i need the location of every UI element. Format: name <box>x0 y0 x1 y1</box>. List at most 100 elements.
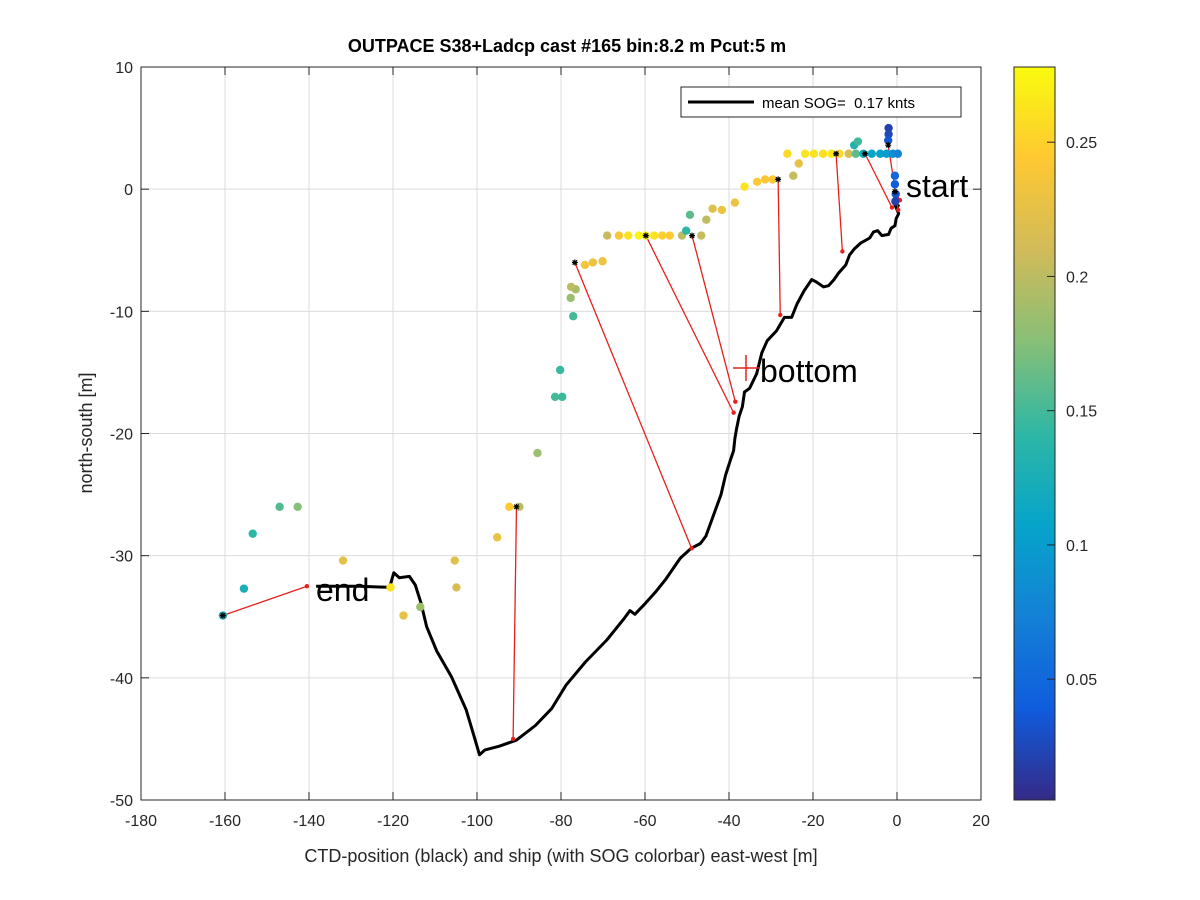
ship-point <box>386 583 395 592</box>
ship-point <box>783 149 792 158</box>
ship-point <box>399 611 408 620</box>
ctd-position-dot <box>896 207 901 213</box>
ship-marker <box>862 150 869 157</box>
y-axis-ticks: -50 -40 -30 -20 -10 0 10 <box>110 60 981 810</box>
ship-point <box>876 149 885 158</box>
ship-point <box>730 198 740 207</box>
ship-point <box>794 159 803 168</box>
connector-line <box>835 153 844 252</box>
ship-point <box>760 175 770 184</box>
ship-marker <box>642 232 649 239</box>
ship-marker <box>833 150 840 157</box>
ship-marker <box>571 259 578 266</box>
y-tick-label: -10 <box>110 304 133 321</box>
colorbar-tick-label: 0.05 <box>1066 672 1097 689</box>
connector-line <box>512 506 518 739</box>
ship-point <box>658 231 667 240</box>
ctd-position-dot <box>840 249 845 254</box>
annotations: start bottom end <box>316 168 968 608</box>
ship-point <box>588 258 598 267</box>
ship-point <box>568 312 578 321</box>
annotation-bottom: bottom <box>760 353 858 389</box>
connector-line <box>777 179 781 316</box>
y-axis-label: north-south [m] <box>76 372 96 493</box>
ship-point <box>697 231 706 240</box>
ship-point <box>239 584 249 593</box>
ship-point <box>827 149 836 158</box>
x-tick-label: -60 <box>633 813 656 830</box>
y-tick-label: -50 <box>110 793 133 810</box>
ship-point <box>566 282 576 292</box>
ship-point <box>452 583 461 592</box>
ship-point <box>893 149 903 158</box>
ship-point <box>890 171 900 180</box>
ship-point <box>598 257 607 266</box>
x-tick-label: -160 <box>209 813 241 830</box>
ship-point <box>603 231 612 240</box>
ship-point <box>338 556 348 565</box>
ship-point <box>566 293 575 303</box>
ship-point <box>884 123 893 133</box>
ship-point <box>550 392 560 402</box>
ctd-position-dot <box>731 410 736 415</box>
ctd-position-dot <box>510 736 516 742</box>
ctd-track-layer <box>316 202 901 757</box>
colorbar-tick-label: 0.15 <box>1066 404 1097 421</box>
ship-point <box>416 602 425 612</box>
ship-point <box>614 231 624 240</box>
ship-point <box>681 226 691 235</box>
ship-point <box>702 215 711 224</box>
ship-point <box>708 204 717 213</box>
ship-point <box>717 205 727 215</box>
y-tick-label: -20 <box>110 427 133 444</box>
connector-line <box>222 585 308 617</box>
colorbar-tick-label: 0.2 <box>1066 269 1088 286</box>
x-tick-label: 0 <box>893 813 902 830</box>
x-axis-label: CTD-position (black) and ship (with SOG … <box>304 846 817 866</box>
colorbar-tick-label: 0.1 <box>1066 538 1088 555</box>
ship-point <box>818 149 828 158</box>
annotation-end: end <box>316 572 369 608</box>
colorbar-tick-label: 0.25 <box>1066 135 1097 152</box>
connector-line <box>645 235 735 414</box>
ship-marker <box>219 612 226 619</box>
ship-point <box>558 392 567 402</box>
ship-point <box>293 502 302 511</box>
ctd-track-line <box>316 202 901 757</box>
ship-marker <box>885 142 892 149</box>
connector-line <box>864 153 893 208</box>
ship-point <box>555 365 565 375</box>
x-tick-label: 20 <box>972 813 990 830</box>
ship-point <box>851 149 861 158</box>
ship-point <box>844 149 853 158</box>
ship-point <box>665 231 674 240</box>
ship-point <box>685 210 695 220</box>
ship-marker <box>891 188 898 195</box>
x-tick-label: -140 <box>293 813 325 830</box>
ship-point <box>248 529 257 538</box>
ship-point <box>634 231 643 240</box>
ship-point <box>891 197 900 206</box>
ship-point <box>882 149 891 158</box>
ship-point <box>890 180 900 189</box>
x-tick-label: -20 <box>801 813 824 830</box>
ship-point <box>275 502 284 511</box>
x-axis-ticks: -180 -160 -140 -120 -100 -80 -60 -40 -20 0 20 <box>125 67 990 830</box>
annotation-start: start <box>906 168 968 204</box>
ship-points-layer <box>218 123 903 620</box>
ctd-position-dot <box>889 205 895 210</box>
ship-point <box>768 175 777 184</box>
ship-point <box>450 556 459 565</box>
y-tick-label: -30 <box>110 549 133 566</box>
ship-markers-layer <box>219 142 898 619</box>
ship-point <box>800 149 810 158</box>
ship-point <box>853 137 863 146</box>
connector-line <box>574 262 693 549</box>
connector-lines-layer <box>222 145 903 742</box>
ship-point <box>492 533 502 542</box>
ship-point <box>740 182 749 191</box>
ship-point <box>789 171 798 180</box>
colorbar: 0.05 0.1 0.15 0.2 0.25 <box>1013 66 1097 801</box>
ship-marker <box>775 176 782 183</box>
